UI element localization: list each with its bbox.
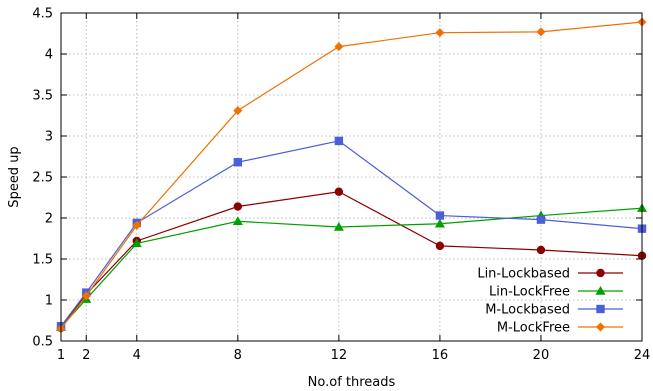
y-tick-label: 2 [45,212,53,227]
data-point-circle [536,245,546,255]
data-point-diamond [233,106,243,116]
y-tick-label: 3.5 [32,89,53,104]
legend-label: M-Lockbased [485,303,570,318]
data-point-circle [596,268,605,278]
x-tick-label: 1 [57,348,65,363]
data-point-square [596,304,605,314]
legend-label: M-LockFree [497,321,570,336]
x-tick-label: 20 [533,348,550,363]
legend: Lin-Lockbased Lin-LockFree M-Lockbased M-Lo… [477,267,623,336]
data-point-square [536,215,546,224]
series-m-lockbased [56,136,647,331]
data-point-circle [334,187,344,196]
x-tick-label: 24 [634,348,651,363]
data-point-triangle [595,286,606,295]
series-m-lockfree [56,17,647,334]
data-point-diamond [334,42,344,52]
y-tick-label: 1 [45,294,53,309]
legend-entry: M-LockFree [497,321,623,336]
data-point-triangle [333,222,344,231]
legend-entry: Lin-Lockbased [477,267,623,282]
series-line [60,21,643,330]
y-tick-label: 1.5 [32,253,53,268]
data-point-diamond [132,220,142,230]
x-axis-label: No.of threads [308,375,396,390]
data-point-circle [435,241,445,251]
data-point-circle [233,202,243,211]
data-point-triangle [232,216,243,226]
ticks: 0.511.522.533.544.51 2 4 8 12 16 20 24 [32,7,650,364]
y-tick-label: 2.5 [32,171,53,186]
series-layer [56,17,647,334]
data-point-diamond [435,28,445,38]
series-line [60,191,643,329]
data-point-square [435,211,445,220]
series-line [60,207,643,328]
legend-label: Lin-Lockbased [477,267,570,282]
legend-entry: Lin-LockFree [489,285,623,300]
y-tick-label: 0.5 [32,335,53,350]
y-tick-label: 4 [45,48,53,63]
x-tick-label: 4 [133,348,141,363]
legend-label: Lin-LockFree [489,285,570,300]
x-tick-label: 16 [432,348,449,363]
data-point-triangle [434,218,445,228]
legend-entry: M-Lockbased [485,303,623,318]
y-tick-label: 3 [45,130,53,145]
grid [61,13,642,341]
data-point-square [233,158,243,167]
data-point-square [334,136,344,146]
x-tick-label: 8 [234,348,242,363]
data-point-triangle [131,238,142,248]
data-point-diamond [596,322,605,332]
x-tick-label: 2 [82,348,90,363]
y-tick-label: 4.5 [32,7,53,22]
y-axis-label: Speed up [7,146,22,207]
series-line [60,140,643,327]
data-point-diamond [81,291,91,301]
x-tick-label: 12 [331,348,348,363]
data-point-diamond [536,27,546,37]
